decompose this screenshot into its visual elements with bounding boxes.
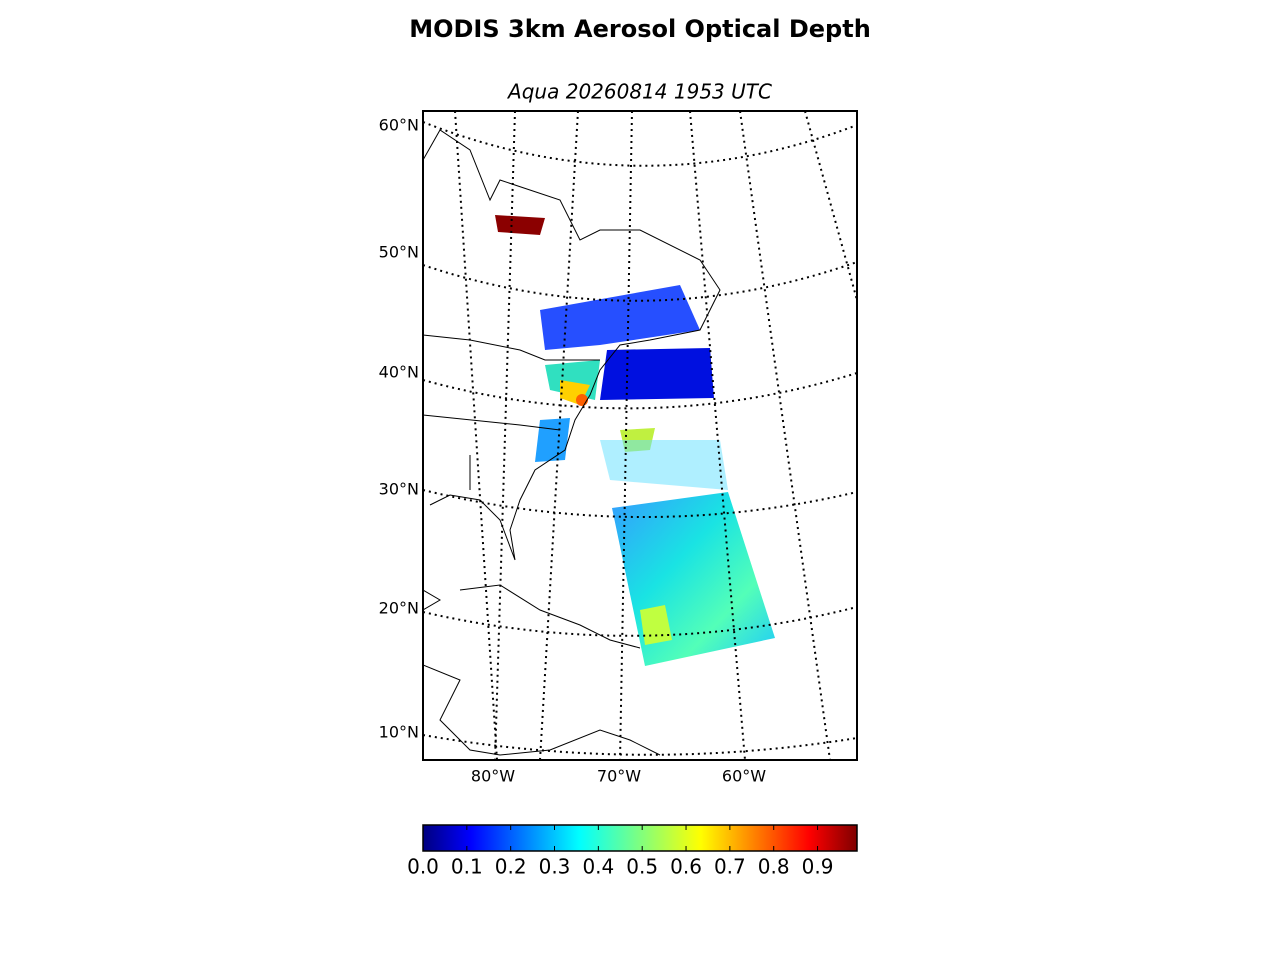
aod-field (495, 215, 775, 666)
graticule (423, 111, 857, 760)
map-frame (422, 110, 858, 761)
map (423, 111, 857, 760)
colorbar-tick-label: 0.0 (407, 855, 439, 879)
colorbar-tick-label: 0.5 (626, 855, 658, 879)
colorbar-tick-label: 0.9 (802, 855, 834, 879)
subtitle: Aqua 20260814 1953 UTC (506, 80, 772, 104)
lat-label: 20°N (379, 599, 419, 618)
lon-label: 80°W (471, 767, 515, 786)
lon-label: 70°W (597, 767, 641, 786)
lat-label: 50°N (379, 243, 419, 262)
title: MODIS 3km Aerosol Optical Depth (409, 15, 871, 43)
colorbar-tick-label: 0.8 (758, 855, 790, 879)
coastline (423, 129, 721, 561)
colorbar (422, 824, 858, 852)
coastline (423, 334, 661, 756)
colorbar-tick-label: 0.6 (670, 855, 702, 879)
colorbar-tick-label: 0.4 (582, 855, 614, 879)
lon-label: 60°W (722, 767, 766, 786)
lat-label: 30°N (379, 480, 419, 499)
lat-label: 60°N (379, 116, 419, 135)
colorbar-tick-label: 0.7 (714, 855, 746, 879)
colorbar-tick-label: 0.1 (451, 855, 483, 879)
colorbar-tick-label: 0.2 (495, 855, 527, 879)
colorbar-tick-label: 0.3 (539, 855, 571, 879)
lat-label: 10°N (379, 723, 419, 742)
lat-label: 40°N (379, 363, 419, 382)
